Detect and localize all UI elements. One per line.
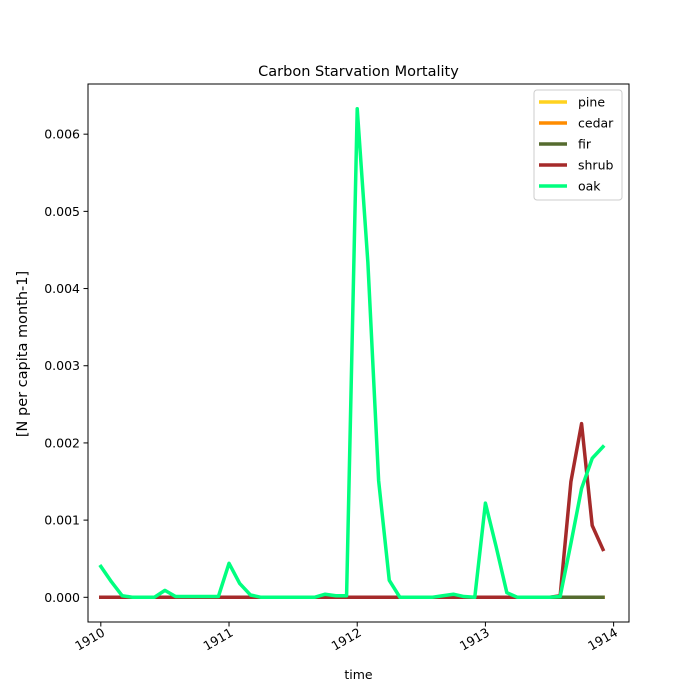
series-line-oak [98,106,606,600]
chart-title: Carbon Starvation Mortality [258,64,459,80]
y-tick-label: 0.000 [44,590,80,605]
legend-item-pine: pine [539,95,605,110]
legend-item-oak: oak [539,179,601,194]
legend-label: fir [578,137,592,152]
y-tick-label: 0.005 [44,204,80,219]
x-axis-label: time [344,667,373,682]
legend-label: oak [578,179,601,194]
legend-item-cedar: cedar [539,116,614,131]
legend-box [533,89,623,201]
y-tick-label: 0.001 [44,513,80,528]
legend-label: cedar [578,116,614,131]
y-tick-label: 0.006 [44,127,80,142]
y-tick-label: 0.002 [44,435,80,450]
legend: pine cedar fir shrub oak [533,89,623,201]
y-axis: 0.000 0.001 0.002 0.003 0.004 0.005 0.006 [44,127,88,605]
legend-label: pine [578,95,605,110]
plot-area [87,83,630,623]
y-axis-label: [N per capita month-1] [15,271,31,437]
legend-item-shrub: shrub [539,158,613,173]
axes-frame [87,83,630,623]
legend-item-fir: fir [539,137,592,152]
legend-label: shrub [578,158,613,173]
y-tick-label: 0.004 [44,281,80,296]
y-tick-label: 0.003 [44,358,80,373]
